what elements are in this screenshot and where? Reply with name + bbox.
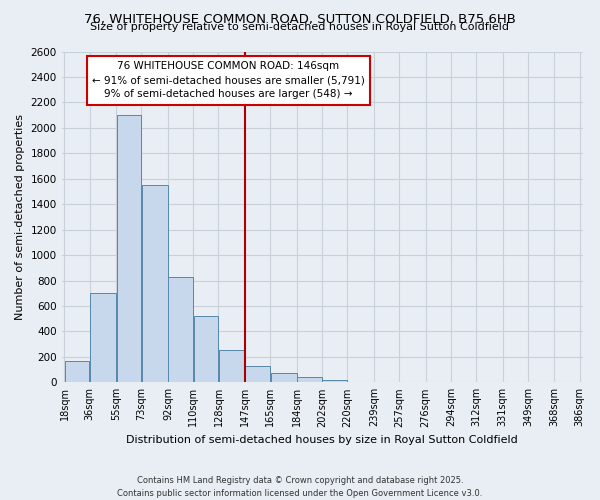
Bar [169,276,193,382]
Bar [219,350,245,382]
Bar [142,185,168,382]
Bar [90,293,116,382]
Text: 76, WHITEHOUSE COMMON ROAD, SUTTON COLDFIELD, B75 6HB: 76, WHITEHOUSE COMMON ROAD, SUTTON COLDF… [84,12,516,26]
Y-axis label: Number of semi-detached properties: Number of semi-detached properties [15,114,25,320]
Bar [194,316,218,382]
Bar [65,360,89,382]
Bar [245,366,270,382]
Text: Contains HM Land Registry data © Crown copyright and database right 2025.
Contai: Contains HM Land Registry data © Crown c… [118,476,482,498]
Bar [297,376,322,382]
Text: 76 WHITEHOUSE COMMON ROAD: 146sqm
← 91% of semi-detached houses are smaller (5,7: 76 WHITEHOUSE COMMON ROAD: 146sqm ← 91% … [92,62,365,100]
X-axis label: Distribution of semi-detached houses by size in Royal Sutton Coldfield: Distribution of semi-detached houses by … [126,435,518,445]
Bar [271,373,296,382]
Bar [116,115,141,382]
Bar [322,380,347,382]
Text: Size of property relative to semi-detached houses in Royal Sutton Coldfield: Size of property relative to semi-detach… [91,22,509,32]
